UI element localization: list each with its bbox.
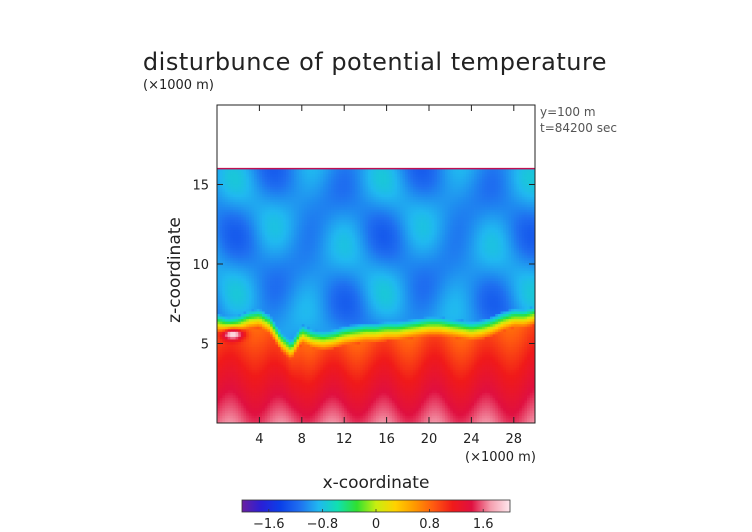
y-axis-label: z-coordinate bbox=[165, 217, 185, 323]
x-tick-label: 24 bbox=[463, 432, 480, 447]
x-tick-label: 16 bbox=[378, 432, 395, 447]
x-tick-label: 12 bbox=[336, 432, 353, 447]
x-tick-label: 20 bbox=[421, 432, 438, 447]
colorbar-tick-label: 1.6 bbox=[473, 517, 494, 532]
info-line-1: y=100 m bbox=[540, 105, 596, 119]
x-unit-label: (×1000 m) bbox=[465, 450, 536, 465]
info-line-2: t=84200 sec bbox=[540, 121, 617, 135]
y-tick-label: 5 bbox=[201, 338, 209, 353]
y-unit-label: (×1000 m) bbox=[143, 78, 214, 93]
y-tick-label: 10 bbox=[192, 258, 209, 273]
colorbar-tick-label: 0 bbox=[372, 517, 380, 532]
x-tick-label: 8 bbox=[298, 432, 306, 447]
x-axis: 4 8 12 16 20 24 28 bbox=[255, 105, 522, 447]
colorbar-tick-label: −0.8 bbox=[307, 517, 339, 532]
x-axis-label: x-coordinate bbox=[323, 473, 430, 493]
colorbar: −1.6 −0.8 0 0.8 1.6 bbox=[241, 499, 511, 532]
colorbar-tick-label: −1.6 bbox=[253, 517, 285, 532]
x-tick-label: 28 bbox=[506, 432, 523, 447]
plot-area bbox=[216, 104, 536, 424]
chart-title: disturbunce of potential temperature bbox=[143, 48, 607, 76]
y-tick-label: 15 bbox=[192, 179, 209, 194]
x-tick-label: 4 bbox=[255, 432, 263, 447]
y-axis: 5 10 15 bbox=[192, 179, 535, 353]
colorbar-tick-label: 0.8 bbox=[419, 517, 440, 532]
